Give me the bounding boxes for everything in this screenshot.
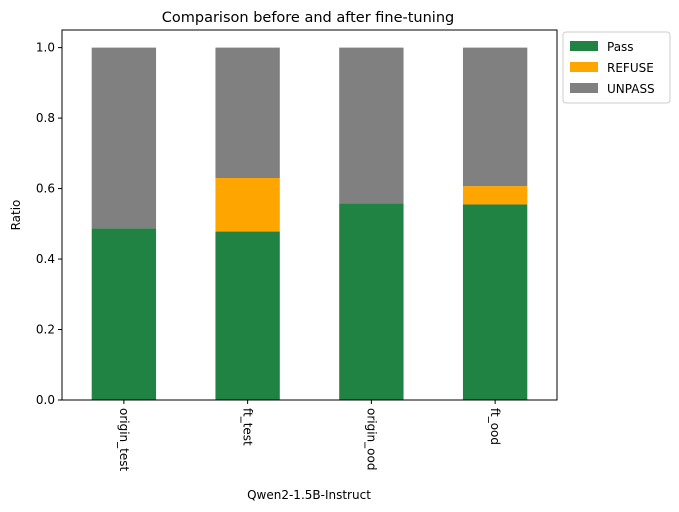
bars-layer [91, 47, 528, 400]
y-tick-label: 0.8 [36, 111, 55, 125]
bar-pass-ft_test [215, 231, 280, 400]
x-tick-label-ft_test: ft_test [241, 408, 255, 446]
plot-frame [61, 29, 558, 401]
bar-refuse-ft_ood [462, 186, 528, 205]
x-tick-label-ft_ood: ft_ood [488, 408, 502, 445]
bar-unpass-origin_ood [339, 47, 404, 204]
x-axis: origin_test ft_test origin_ood ft_ood [117, 400, 502, 472]
y-tick-label: 0.6 [36, 182, 55, 196]
x-tick-label-origin_ood: origin_ood [364, 408, 378, 470]
y-tick-label: 0.4 [36, 252, 55, 266]
legend-label-unpass: UNPASS [607, 82, 655, 96]
bar-refuse-ft_test [215, 178, 280, 232]
y-tick-label: 0.0 [36, 393, 55, 407]
bar-unpass-ft_ood [462, 47, 528, 187]
legend-swatch-refuse [570, 62, 598, 72]
bar-pass-origin_ood [339, 203, 404, 400]
x-tick-label-origin_test: origin_test [117, 408, 131, 472]
y-axis-label: Ratio [9, 200, 23, 231]
bar-unpass-origin_test [91, 47, 157, 229]
x-axis-label: Qwen2-1.5B-Instruct [247, 488, 371, 502]
chart-title: Comparison before and after fine-tuning [162, 10, 454, 26]
legend-label-pass: Pass [607, 40, 634, 54]
legend-label-refuse: REFUSE [607, 61, 654, 75]
legend-swatch-pass [570, 41, 598, 51]
y-tick-label: 1.0 [36, 41, 55, 55]
y-axis: 0.0 0.2 0.4 0.6 0.8 1.0 [36, 41, 62, 407]
legend-swatch-unpass [570, 83, 598, 93]
bar-pass-ft_ood [462, 204, 528, 400]
y-tick-label: 0.2 [36, 323, 55, 337]
bar-pass-origin_test [91, 228, 157, 400]
bar-unpass-ft_test [215, 47, 280, 179]
legend: Pass REFUSE UNPASS [562, 31, 671, 104]
